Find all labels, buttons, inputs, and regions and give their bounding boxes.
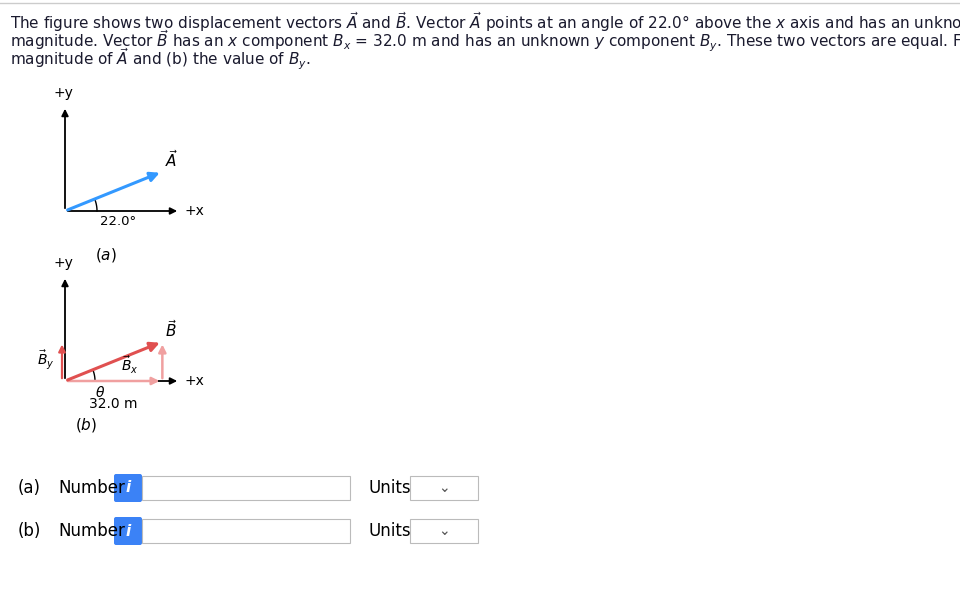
Text: $\vec{B}_y$: $\vec{B}_y$ [37,348,55,371]
Text: Number: Number [58,522,125,540]
Text: +x: +x [184,204,204,218]
Text: Units: Units [368,522,411,540]
Text: i: i [126,481,131,495]
Text: Units: Units [368,479,411,497]
FancyBboxPatch shape [410,476,478,500]
Text: +x: +x [184,374,204,388]
Text: Number: Number [58,479,125,497]
FancyBboxPatch shape [142,476,350,500]
Text: 32.0 m: 32.0 m [89,397,138,411]
Text: (b): (b) [18,522,41,540]
Text: The figure shows two displacement vectors $\vec{A}$ and $\vec{B}$. Vector $\vec{: The figure shows two displacement vector… [10,10,960,34]
Text: +y: +y [53,256,73,270]
Text: 22.0°: 22.0° [100,215,136,228]
FancyBboxPatch shape [114,474,142,502]
Text: ⌄: ⌄ [438,524,450,538]
FancyBboxPatch shape [410,519,478,543]
Text: magnitude of $\vec{A}$ and (b) the value of $B_y$.: magnitude of $\vec{A}$ and (b) the value… [10,46,310,72]
Text: ⌄: ⌄ [438,481,450,495]
Text: +y: +y [53,86,73,100]
Text: $(b)$: $(b)$ [75,416,97,434]
Text: $\vec{B}$: $\vec{B}$ [165,319,178,340]
Text: i: i [126,523,131,538]
Text: $\vec{B}_x$: $\vec{B}_x$ [122,355,139,376]
Text: $\theta$: $\theta$ [95,385,106,400]
Text: magnitude. Vector $\vec{B}$ has an $x$ component $B_x$ = 32.0 m and has an unkno: magnitude. Vector $\vec{B}$ has an $x$ c… [10,28,960,53]
FancyBboxPatch shape [142,519,350,543]
Text: (a): (a) [18,479,41,497]
Text: $\vec{A}$: $\vec{A}$ [165,148,179,169]
FancyBboxPatch shape [114,517,142,545]
Text: $(a)$: $(a)$ [95,246,117,264]
